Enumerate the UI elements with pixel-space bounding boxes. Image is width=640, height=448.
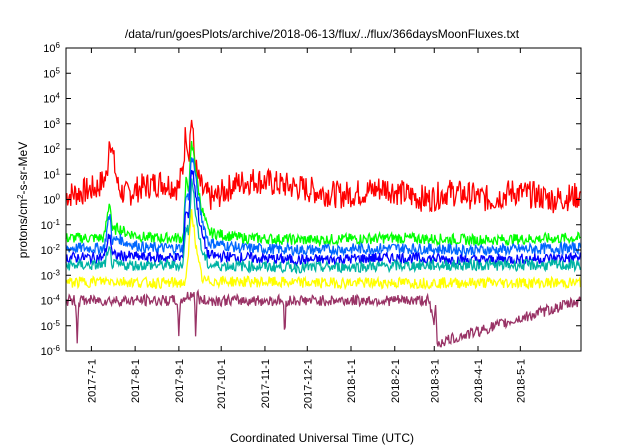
x-tick-label: 2018-1-1 (346, 359, 358, 403)
x-tick-label: 2017-11-1 (260, 359, 272, 408)
chart-title: /data/run/goesPlots/archive/2018-06-13/f… (125, 27, 520, 41)
y-tick-base: 10 (43, 43, 55, 55)
series-line (65, 208, 582, 291)
y-tick-label: 10-2 (41, 243, 61, 258)
y-axis-label-rest: -s-sr-MeV (16, 142, 30, 195)
y-tick-label: 10-3 (41, 268, 61, 283)
y-tick-base: 10 (41, 296, 53, 308)
x-tick-label: 2017-10-1 (216, 359, 228, 409)
y-tick-label: 103 (43, 116, 60, 131)
y-tick-label: 100 (43, 192, 60, 207)
y-tick-label: 102 (43, 142, 60, 157)
x-tick-label: 2017-8-1 (130, 359, 142, 403)
y-tick-base: 10 (43, 119, 55, 131)
y-tick-exp: 3 (56, 116, 61, 125)
y-tick-exp: -2 (53, 243, 61, 252)
series-line (65, 178, 582, 275)
y-tick-label: 104 (43, 91, 60, 106)
y-tick-base: 10 (43, 195, 55, 207)
y-tick-label: 10-1 (41, 217, 61, 232)
y-tick-label: 101 (43, 167, 60, 182)
x-tick-label: 2018-4-1 (473, 359, 485, 403)
x-axis: 2017-7-1 2017-8-1 2017-9-1 2017-10-1 2017-11… (86, 48, 527, 409)
y-tick-exp: 6 (56, 41, 61, 50)
y-tick-exp: 5 (56, 66, 61, 75)
y-tick-base: 10 (43, 94, 55, 106)
x-tick-label: 2018-2-1 (390, 359, 402, 403)
x-tick-label: 2017-12-1 (302, 359, 314, 409)
y-tick-exp: 1 (56, 167, 61, 176)
y-tick-label: 10-6 (41, 344, 61, 359)
x-tick-label: 2018-5-1 (515, 359, 527, 403)
y-tick-exp: -6 (53, 344, 61, 353)
y-tick-base: 10 (41, 220, 53, 232)
series-line (65, 288, 582, 348)
y-tick-base: 10 (41, 270, 53, 282)
series-line (65, 119, 581, 214)
y-tick-exp: 4 (56, 91, 61, 100)
series-layer (65, 119, 582, 348)
y-axis: 10610510410310210110010-110-210-310-410-… (41, 41, 581, 359)
y-tick-base: 10 (43, 169, 55, 181)
x-tick-label: 2018-3-1 (429, 359, 441, 403)
x-axis-label: Coordinated Universal Time (UTC) (230, 431, 414, 445)
series-line (65, 157, 582, 258)
y-tick-base: 10 (43, 68, 55, 80)
y-axis-label: protons/cm2-s-sr-MeV (16, 142, 31, 258)
y-tick-label: 10-5 (41, 318, 61, 333)
y-tick-label: 106 (43, 41, 60, 56)
series-line (65, 141, 581, 248)
y-axis-label-base: protons/cm (16, 199, 30, 258)
y-tick-label: 105 (43, 66, 60, 81)
y-tick-label: 10-4 (41, 293, 61, 308)
y-axis-label-exp: 2 (16, 194, 25, 199)
y-tick-base: 10 (41, 245, 53, 257)
y-tick-exp: -1 (53, 217, 61, 226)
y-tick-base: 10 (41, 321, 53, 333)
y-tick-base: 10 (43, 144, 55, 156)
y-tick-exp: -5 (53, 318, 61, 327)
y-tick-exp: -3 (53, 268, 61, 277)
x-tick-label: 2017-9-1 (174, 359, 186, 403)
y-tick-exp: 0 (56, 192, 61, 201)
x-tick-label: 2017-7-1 (86, 359, 98, 403)
y-tick-exp: -4 (53, 293, 61, 302)
y-tick-base: 10 (41, 346, 53, 358)
y-tick-exp: 2 (56, 142, 61, 151)
